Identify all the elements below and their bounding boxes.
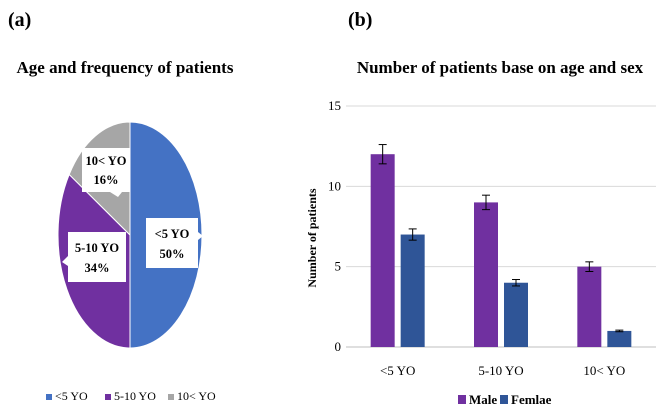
pie-title: Age and frequency of patients xyxy=(17,58,234,77)
pie-legend-swatch-5to10 xyxy=(105,394,111,400)
bar-femlae-5-yo xyxy=(400,234,425,347)
pie-legend-label-5to10: 5-10 YO xyxy=(114,389,156,403)
pie-callout-5to10: 5-10 YO 34% xyxy=(62,232,126,282)
pie-legend-label-under5: <5 YO xyxy=(55,389,88,403)
bar-ytick-15: 15 xyxy=(328,98,341,113)
bar-chart: 0 5 10 15 <5 YO 5-10 YO 10< YO xyxy=(328,98,656,378)
bar-legend-swatch-female xyxy=(500,395,508,404)
bar-xtick-10-yo: 10< YO xyxy=(583,363,625,378)
panel-label-b: (b) xyxy=(348,9,372,31)
pie-callout-over10: 10< YO 16% xyxy=(82,148,130,197)
bar-legend-label-male: Male xyxy=(469,392,497,407)
bar-ytick-0: 0 xyxy=(335,339,342,354)
pie-slice-label-5to10: 5-10 YO xyxy=(75,241,120,255)
pie-slice-label-under5: <5 YO xyxy=(155,227,190,241)
bar-title: Number of patients base on age and sex xyxy=(357,58,644,77)
panel-label-a: (a) xyxy=(8,9,31,31)
pie-legend-swatch-under5 xyxy=(46,394,52,400)
error-bar-male-5-10-yo xyxy=(482,194,490,211)
pie-legend-swatch-over10 xyxy=(168,394,174,400)
bar-ylabel: Number of patients xyxy=(305,188,319,287)
pie-slice-value-under5: 50% xyxy=(160,247,185,261)
pie-chart: <5 YO 50% 5-10 YO 34% 10< YO 16% xyxy=(57,121,203,349)
bar-legend: Male Femlae xyxy=(458,392,552,407)
error-bar-femlae-5-10-yo xyxy=(512,279,520,287)
bar-legend-swatch-male xyxy=(458,395,466,404)
bar-ytick-5: 5 xyxy=(335,259,342,274)
pie-callout-pointer xyxy=(110,192,122,197)
bar-male-10-yo xyxy=(577,266,602,347)
pie-callout-pointer xyxy=(62,256,68,266)
error-bar-male-5-yo xyxy=(378,144,387,165)
pie-callout-box xyxy=(146,218,198,268)
error-bar-male-10-yo xyxy=(585,261,594,272)
bar-femlae-5-10-yo xyxy=(504,282,528,347)
pie-slice-value-5to10: 34% xyxy=(85,261,110,275)
bar-male-5-yo xyxy=(370,154,395,347)
pie-legend: <5 YO 5-10 YO 10< YO xyxy=(46,389,216,403)
bar-ytick-10: 10 xyxy=(328,178,341,193)
bar-male-5-10-yo xyxy=(474,202,498,347)
error-bar-femlae-10-yo xyxy=(615,329,624,333)
bar-xtick-5-10-yo: 5-10 YO xyxy=(478,363,523,378)
pie-callout-box xyxy=(82,148,130,192)
error-bar-femlae-5-yo xyxy=(408,228,417,241)
pie-slice-value-over10: 16% xyxy=(94,173,119,187)
pie-callout-pointer xyxy=(198,232,203,240)
pie-callout-box xyxy=(68,232,126,282)
pie-slice-label-over10: 10< YO xyxy=(85,154,126,168)
pie-legend-label-over10: 10< YO xyxy=(177,389,216,403)
pie-callout-under5: <5 YO 50% xyxy=(146,218,203,268)
bar-femlae-10-yo xyxy=(607,330,632,347)
bar-legend-label-female: Femlae xyxy=(511,392,552,407)
bar-xtick-5-yo: <5 YO xyxy=(380,363,415,378)
